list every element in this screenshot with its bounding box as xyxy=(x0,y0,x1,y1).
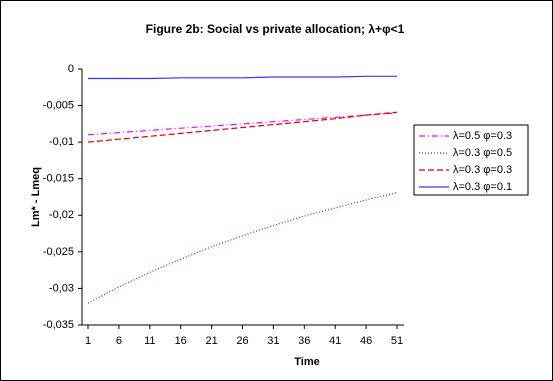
legend-label: λ=0.3 φ=0.5 xyxy=(453,147,512,159)
x-tick-label: 36 xyxy=(298,335,310,347)
legend-box xyxy=(413,124,529,196)
x-tick-label: 26 xyxy=(236,335,248,347)
x-tick-label: 51 xyxy=(391,335,403,347)
legend-label: λ=0.5 φ=0.3 xyxy=(453,130,512,142)
y-tick-label: 0 xyxy=(68,63,74,75)
x-tick-label: 16 xyxy=(175,335,187,347)
legend-label: λ=0.3 φ=0.1 xyxy=(453,181,512,193)
chart-title: Figure 2b: Social vs private allocation;… xyxy=(146,22,405,36)
x-tick-label: 6 xyxy=(116,335,122,347)
series-line xyxy=(87,192,398,304)
legend-label: λ=0.3 φ=0.3 xyxy=(453,164,512,176)
y-tick-label: -0,03 xyxy=(49,282,74,294)
y-tick-label: -0,005 xyxy=(43,99,74,111)
y-tick-label: -0,01 xyxy=(49,136,74,148)
series-line xyxy=(87,111,398,143)
x-tick-label: 11 xyxy=(144,335,155,347)
y-axis-label: Lm* - Lmeq xyxy=(30,167,42,227)
x-tick-label: 41 xyxy=(329,335,341,347)
y-tick-label: -0,035 xyxy=(43,319,74,331)
x-axis-label: Time xyxy=(294,356,319,368)
x-tick-label: 1 xyxy=(85,335,91,347)
series-line xyxy=(88,75,397,80)
y-tick-label: -0,02 xyxy=(49,209,74,221)
x-tick-label: 21 xyxy=(205,335,217,347)
y-tick-label: -0,015 xyxy=(43,173,74,185)
y-tick-label: -0,025 xyxy=(43,246,74,258)
x-tick-label: 31 xyxy=(267,335,279,347)
x-tick-label: 46 xyxy=(360,335,372,347)
